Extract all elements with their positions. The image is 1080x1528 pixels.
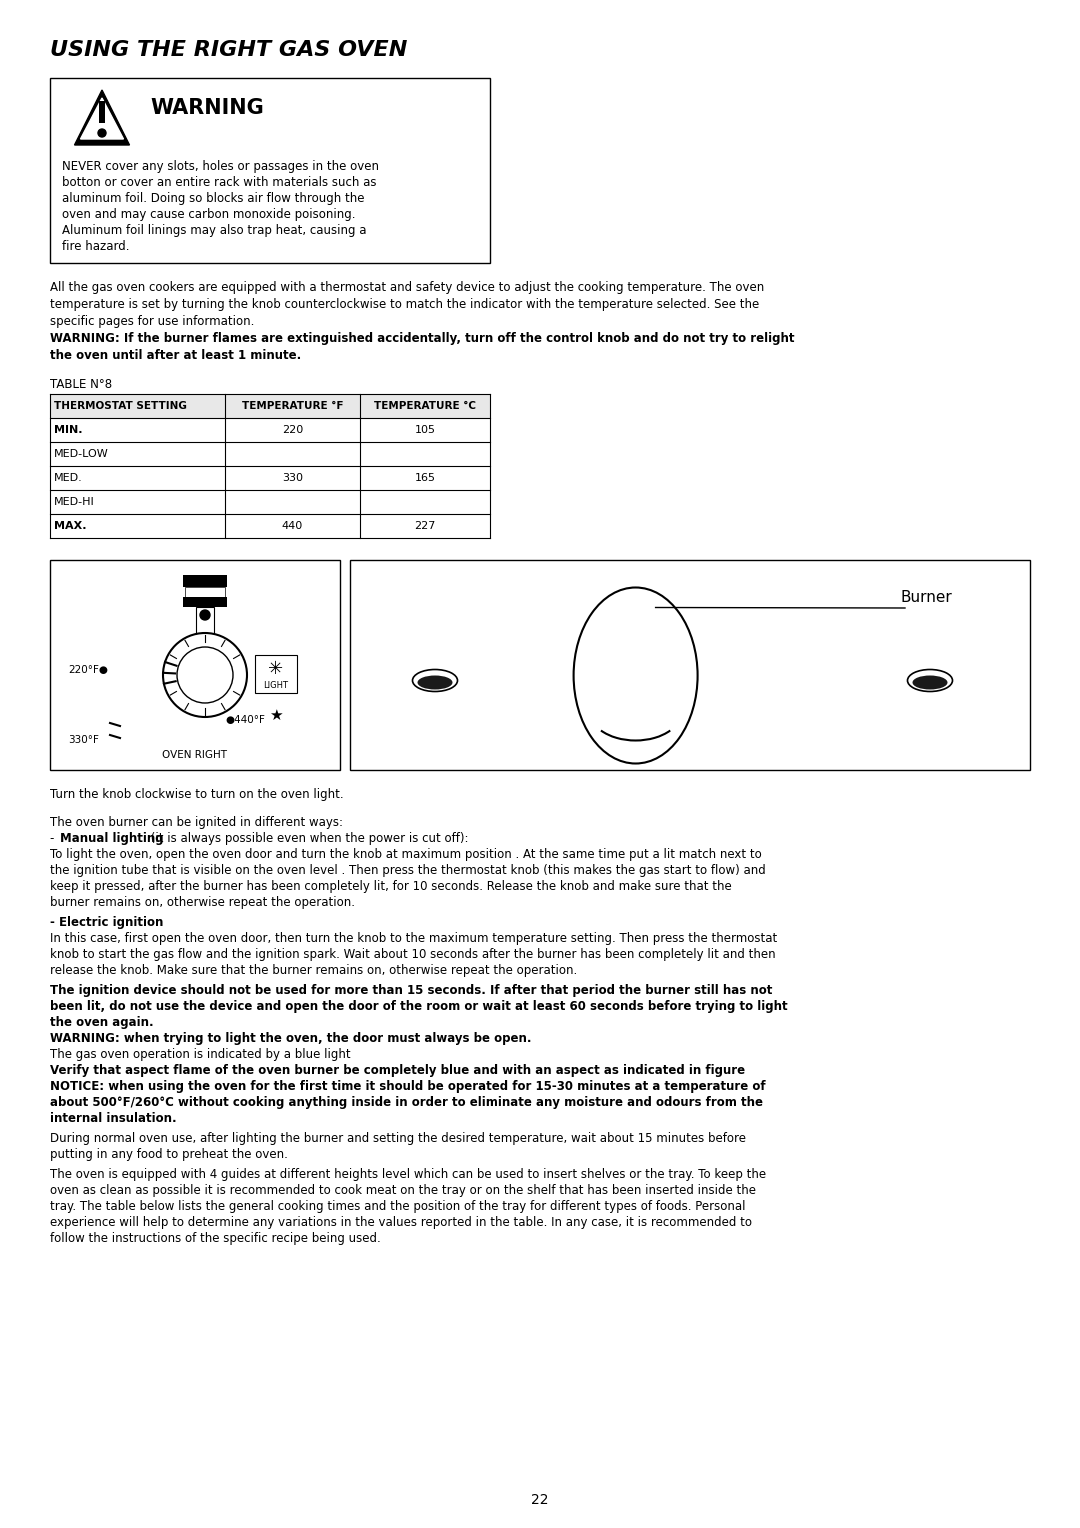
Text: oven and may cause carbon monoxide poisoning.: oven and may cause carbon monoxide poiso…	[62, 208, 355, 222]
Text: Verify that aspect flame of the oven burner be completely blue and with an aspec: Verify that aspect flame of the oven bur…	[50, 1063, 745, 1077]
Text: burner remains on, otherwise repeat the operation.: burner remains on, otherwise repeat the …	[50, 895, 355, 909]
Text: 22: 22	[531, 1493, 549, 1507]
Bar	[50, 394, 490, 419]
Text: follow the instructions of the specific recipe being used.: follow the instructions of the specific …	[50, 1232, 381, 1245]
Ellipse shape	[913, 675, 947, 689]
Text: Aluminum foil linings may also trap heat, causing a: Aluminum foil linings may also trap heat…	[62, 225, 366, 237]
Text: LIGHT: LIGHT	[264, 680, 288, 689]
Bar	[255, 656, 297, 694]
Text: Turn the knob clockwise to turn on the oven light.: Turn the knob clockwise to turn on the o…	[50, 788, 343, 801]
Text: The gas oven operation is indicated by a blue light: The gas oven operation is indicated by a…	[50, 1048, 351, 1060]
Bar	[50, 78, 490, 263]
Text: 227: 227	[415, 521, 435, 532]
Text: about 500°F/260°C without cooking anything inside in order to eliminate any mois: about 500°F/260°C without cooking anythi…	[50, 1096, 762, 1109]
Text: MED.: MED.	[54, 474, 83, 483]
Text: 220°F●: 220°F●	[68, 665, 108, 675]
Text: TEMPERATURE °C: TEMPERATURE °C	[374, 400, 476, 411]
Text: Burner: Burner	[900, 590, 951, 605]
Text: During normal oven use, after lighting the burner and setting the desired temper: During normal oven use, after lighting t…	[50, 1132, 746, 1144]
Text: ●440°F: ●440°F	[225, 715, 265, 724]
Polygon shape	[81, 98, 123, 139]
Text: the ignition tube that is visible on the oven level . Then press the thermostat : the ignition tube that is visible on the…	[50, 863, 766, 877]
Polygon shape	[75, 90, 130, 145]
Text: oven as clean as possible it is recommended to cook meat on the tray or on the s: oven as clean as possible it is recommen…	[50, 1184, 756, 1196]
Text: WARNING: WARNING	[150, 98, 264, 118]
Circle shape	[98, 128, 106, 138]
Text: 165: 165	[415, 474, 435, 483]
Text: The oven burner can be ignited in different ways:: The oven burner can be ignited in differ…	[50, 816, 343, 830]
Ellipse shape	[413, 669, 458, 692]
Circle shape	[177, 646, 233, 703]
Text: All the gas oven cookers are equipped with a thermostat and safety device to adj: All the gas oven cookers are equipped wi…	[50, 281, 765, 293]
Ellipse shape	[418, 675, 453, 689]
Text: To light the oven, open the oven door and turn the knob at maximum position . At: To light the oven, open the oven door an…	[50, 848, 761, 860]
Text: fire hazard.: fire hazard.	[62, 240, 130, 254]
Text: experience will help to determine any variations in the values reported in the t: experience will help to determine any va…	[50, 1216, 752, 1229]
Text: THERMOSTAT SETTING: THERMOSTAT SETTING	[54, 400, 187, 411]
Ellipse shape	[907, 669, 953, 692]
Text: NEVER cover any slots, holes or passages in the oven: NEVER cover any slots, holes or passages…	[62, 160, 379, 173]
Text: specific pages for use information.: specific pages for use information.	[50, 315, 255, 329]
Text: the oven again.: the oven again.	[50, 1016, 153, 1028]
Text: MED-LOW: MED-LOW	[54, 449, 109, 458]
Bar	[50, 559, 340, 770]
Text: OVEN RIGHT: OVEN RIGHT	[162, 750, 228, 759]
Text: In this case, first open the oven door, then turn the knob to the maximum temper: In this case, first open the oven door, …	[50, 932, 778, 944]
Text: aluminum foil. Doing so blocks air flow through the: aluminum foil. Doing so blocks air flow …	[62, 193, 365, 205]
Text: The ignition device should not be used for more than 15 seconds. If after that p: The ignition device should not be used f…	[50, 984, 772, 996]
Text: MIN.: MIN.	[54, 425, 82, 435]
Bar	[195, 607, 214, 642]
Text: ★: ★	[269, 707, 283, 723]
Text: NOTICE: when using the oven for the first time it should be operated for 15-30 m: NOTICE: when using the oven for the firs…	[50, 1080, 766, 1093]
Bar	[183, 575, 227, 587]
Bar	[183, 597, 227, 607]
Text: the oven until after at least 1 minute.: the oven until after at least 1 minute.	[50, 348, 301, 362]
Circle shape	[163, 633, 247, 717]
Bar	[99, 101, 105, 122]
Text: MAX.: MAX.	[54, 521, 86, 532]
Bar	[185, 587, 225, 597]
Text: internal insulation.: internal insulation.	[50, 1112, 177, 1125]
Text: tray. The table below lists the general cooking times and the position of the tr: tray. The table below lists the general …	[50, 1199, 745, 1213]
Text: USING THE RIGHT GAS OVEN: USING THE RIGHT GAS OVEN	[50, 40, 407, 60]
Text: 105: 105	[415, 425, 435, 435]
Circle shape	[200, 610, 210, 620]
Text: knob to start the gas flow and the ignition spark. Wait about 10 seconds after t: knob to start the gas flow and the ignit…	[50, 947, 775, 961]
Text: WARNING: when trying to light the oven, the door must always be open.: WARNING: when trying to light the oven, …	[50, 1031, 531, 1045]
Text: been lit, do not use the device and open the door of the room or wait at least 6: been lit, do not use the device and open…	[50, 999, 787, 1013]
Ellipse shape	[573, 587, 698, 764]
Text: release the knob. Make sure that the burner remains on, otherwise repeat the ope: release the knob. Make sure that the bur…	[50, 964, 577, 976]
Text: 330: 330	[282, 474, 303, 483]
Text: Manual lighting: Manual lighting	[60, 833, 164, 845]
Text: (it is always possible even when the power is cut off):: (it is always possible even when the pow…	[147, 833, 469, 845]
Text: temperature is set by turning the knob counterclockwise to match the indicator w: temperature is set by turning the knob c…	[50, 298, 759, 312]
Text: -: -	[50, 833, 58, 845]
Text: putting in any food to preheat the oven.: putting in any food to preheat the oven.	[50, 1148, 288, 1161]
Text: keep it pressed, after the burner has been completely lit, for 10 seconds. Relea: keep it pressed, after the burner has be…	[50, 880, 732, 892]
Text: - Electric ignition: - Electric ignition	[50, 915, 163, 929]
Text: 220: 220	[282, 425, 303, 435]
Bar	[350, 559, 1030, 770]
Text: WARNING: If the burner flames are extinguished accidentally, turn off the contro: WARNING: If the burner flames are exting…	[50, 332, 795, 345]
Text: ✳: ✳	[269, 660, 284, 678]
Text: 330°F: 330°F	[68, 735, 99, 746]
Text: TEMPERATURE °F: TEMPERATURE °F	[242, 400, 343, 411]
Text: botton or cover an entire rack with materials such as: botton or cover an entire rack with mate…	[62, 176, 377, 189]
Text: TABLE N°8: TABLE N°8	[50, 377, 112, 391]
Text: MED-HI: MED-HI	[54, 497, 95, 507]
Text: 440: 440	[282, 521, 303, 532]
Text: The oven is equipped with 4 guides at different heights level which can be used : The oven is equipped with 4 guides at di…	[50, 1167, 766, 1181]
